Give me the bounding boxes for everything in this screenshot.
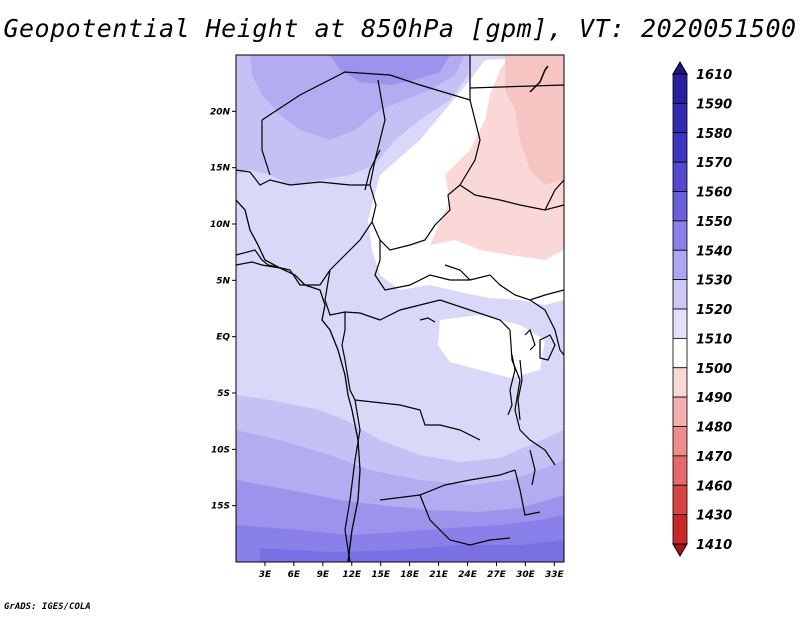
credit-label: GrADS: IGES/COLA [4, 602, 91, 612]
colorbar-bottom-arrow [672, 543, 688, 557]
colorbar-label: 1410 [696, 538, 732, 553]
colorbar-label: 1550 [696, 215, 732, 230]
y-tick-label: 20N [210, 107, 231, 117]
colorbar-swatch [672, 484, 688, 516]
x-tick-label: 21E [429, 570, 449, 580]
x-tick-label: 3E [259, 570, 272, 580]
colorbar-label: 1430 [696, 509, 732, 524]
colorbar-swatch [672, 161, 688, 192]
colorbar-label: 1580 [696, 127, 732, 142]
colorbar-swatch [672, 73, 688, 104]
colorbar-swatch [672, 279, 688, 310]
lakes [419, 317, 556, 486]
x-tick-label: 6E [288, 570, 301, 580]
coast-gulf-guinea [236, 261, 281, 269]
colorbar-swatch [672, 102, 688, 134]
contour-field [236, 55, 564, 562]
map-frame [235, 54, 565, 563]
field-north-1550 [330, 55, 450, 85]
y-axis-ticks: 20N 15N 10N 5N EQ 5S 10S 15S [210, 107, 236, 512]
colorbar-swatch [672, 514, 688, 545]
field-pink-1490 [505, 55, 564, 185]
colorbar-label: 1480 [696, 421, 732, 436]
colorbar-label: 1610 [696, 68, 732, 83]
colorbar-swatch [672, 455, 688, 486]
colorbar-swatch [672, 220, 688, 251]
x-tick-label: 9E [317, 570, 330, 580]
x-axis-ticks: 3E 6E 9E 12E 15E 18E 21E 24E 27E 30E 33E [259, 562, 565, 580]
colorbar-swatch [672, 367, 688, 398]
y-tick-label: 5S [217, 389, 230, 399]
colorbar-swatch [672, 191, 688, 222]
map-title: Geopotential Height at 850hPa [gpm], VT:… [3, 14, 797, 43]
colorbar-swatch [672, 308, 688, 339]
colorbar-label: 1490 [696, 391, 732, 406]
y-tick-label: EQ [216, 333, 230, 343]
y-tick-label: 15N [210, 164, 231, 174]
y-tick-label: 10N [210, 220, 231, 230]
colorbar-label: 1560 [696, 186, 732, 201]
red-sea-coast [529, 65, 549, 93]
x-tick-label: 33E [545, 570, 565, 580]
x-tick-label: 30E [516, 570, 536, 580]
x-tick-label: 15E [371, 570, 391, 580]
colorbar-label: 1530 [696, 274, 732, 289]
colorbar-label: 1510 [696, 332, 732, 347]
y-tick-label: 5N [216, 276, 230, 286]
colorbar-swatch [672, 426, 688, 457]
colorbar-swatch [672, 132, 688, 163]
colorbar-swatch [672, 396, 688, 427]
colorbar-label: 1540 [696, 244, 732, 259]
field-south-1570 [260, 540, 564, 562]
x-tick-label: 12E [342, 570, 362, 580]
colorbar-top-arrow [672, 61, 688, 75]
colorbar-label: 1500 [696, 362, 732, 377]
colorbar-swatch [672, 249, 688, 281]
colorbar-label: 1520 [696, 303, 732, 318]
y-tick-label: 15S [211, 502, 230, 512]
x-tick-label: 24E [458, 570, 478, 580]
colorbar: 1610 1590 1580 1570 1560 1550 1540 1530 1520 1510… [672, 61, 732, 557]
colorbar-label: 1570 [696, 156, 732, 171]
y-tick-label: 10S [211, 445, 230, 455]
x-tick-label: 27E [487, 570, 507, 580]
coastline [236, 199, 361, 562]
field-white-1510-congo [438, 315, 545, 378]
x-tick-label: 18E [400, 570, 420, 580]
colorbar-label: 1470 [696, 450, 732, 465]
colorbar-label: 1590 [696, 97, 732, 112]
colorbar-label: 1460 [696, 479, 732, 494]
colorbar-swatch [672, 337, 688, 369]
